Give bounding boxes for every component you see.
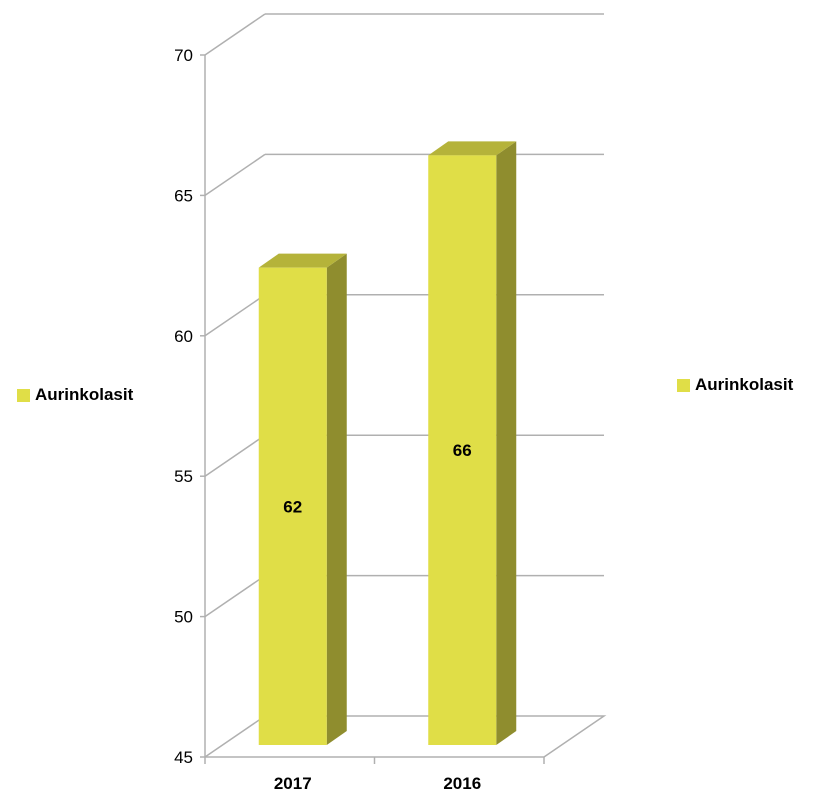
gridline-wall: [204, 13, 266, 56]
y-tick-label: 65: [174, 186, 193, 205]
y-tick-label: 45: [174, 748, 193, 767]
gridline-wall: [204, 294, 266, 337]
legend-label: Aurinkolasit: [35, 385, 134, 404]
bar-side: [326, 253, 347, 745]
data-label: 62: [283, 497, 302, 516]
bar: [428, 155, 497, 745]
gridline-wall: [204, 434, 266, 477]
x-tick-label: 2016: [443, 774, 481, 793]
bar-top: [258, 253, 347, 268]
bars: [258, 141, 517, 745]
gridline-wall: [204, 715, 266, 758]
legend-swatch: [17, 388, 30, 402]
x-tick-label: 2017: [274, 774, 312, 793]
legend-label: Aurinkolasit: [695, 375, 794, 394]
legend-swatch: [677, 378, 690, 392]
legend-left: Aurinkolasit: [17, 385, 133, 405]
bar-side: [496, 141, 517, 745]
y-tick-label: 55: [174, 467, 193, 486]
y-tick-label: 50: [174, 608, 193, 627]
bar-top: [428, 141, 517, 156]
y-tick-label: 70: [174, 46, 193, 65]
labels: 45 50 55 60 65 70 62 2017 66 2016: [174, 46, 481, 793]
data-label: 66: [453, 441, 472, 460]
gridline-wall: [204, 153, 266, 197]
bar: [258, 267, 327, 745]
gridline-wall: [204, 574, 266, 618]
y-tick-label: 60: [174, 327, 193, 346]
legend-right: Aurinkolasit: [677, 375, 793, 395]
